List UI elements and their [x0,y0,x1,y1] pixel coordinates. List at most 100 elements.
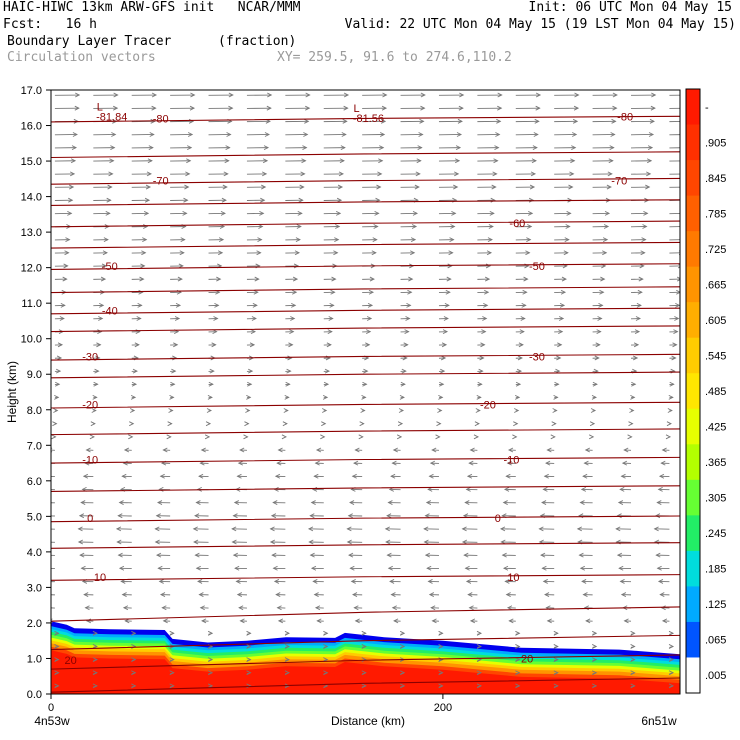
vector-head [361,683,367,689]
vector-head [139,276,145,282]
vector-head [420,92,426,98]
vector-head [272,565,278,571]
vector-head [214,302,220,308]
vector-head [277,447,283,453]
vector-head [439,381,445,387]
vector-head [323,670,329,676]
vector-head [646,171,652,177]
vector-head [612,105,618,111]
vector-head [361,657,367,663]
vector-head [197,579,203,584]
colorbar-swatch [686,160,700,197]
y-tick-label: 12.0 [21,263,42,275]
vector-head [528,210,534,216]
axes: 0.0 1.0 2.0 3.0 4.0 5.0 6.0 7.0 8.0 9.0 10.0 11.0 12… [21,85,681,714]
vector-head [494,145,500,151]
contour-line [51,115,680,123]
vector-head [238,605,244,611]
vector-head [347,513,353,519]
vector-head [581,579,587,584]
vector-head [253,289,259,295]
colorbar: - .905 .845 .785 .725 .665 .605 .545 .485 .425 .36… [685,88,726,694]
vector-head [285,381,291,387]
vector-head [247,368,254,374]
vector-head [254,276,260,282]
vector-head [161,605,167,611]
vector-head [530,171,537,177]
field-name: Boundary Layer Tracer [7,34,172,49]
vector-head [414,184,420,190]
colorbar-label: .545 [705,350,726,362]
vector-head [322,394,329,400]
vector-head [443,316,449,321]
vector-head [550,434,556,440]
vector-head [92,670,98,676]
vector-head [130,394,137,400]
vector-head [346,539,352,545]
colorbar-label: .125 [705,599,726,611]
vector-head [526,237,532,243]
vector-head [310,565,317,571]
contour-label: -70 [153,176,169,188]
vector-head [440,355,447,361]
low-marker-value: -81.84 [96,111,127,123]
vector-head [134,342,140,348]
vector-head [353,605,359,611]
vector-head [313,473,319,479]
vector-head [194,513,200,519]
vector-head [266,105,272,111]
vector-head [488,224,494,229]
x-end-label-right: 6n51w [641,714,677,728]
vector-head [226,132,232,137]
vector-head [668,657,675,663]
vector-head [582,592,588,597]
vector-head [195,500,201,505]
vector-head [623,447,629,453]
vector-head [546,618,552,624]
vector-head [576,526,583,532]
vector-head [121,592,127,597]
vector-head [616,513,622,519]
vector-head [207,657,214,663]
vector-head [293,263,300,269]
colorbar-swatch [686,337,700,374]
vector-head [673,329,679,335]
vector-head [173,342,179,348]
vector-head [276,460,282,466]
vector-head [56,355,63,361]
vector-head [406,302,412,308]
vector-head [122,605,129,611]
vector-head [487,237,493,243]
vector-head [502,565,509,571]
vector-head [113,105,119,111]
vector-head [382,92,388,98]
y-tick-label: 10.0 [21,334,42,346]
vector-head [515,630,521,636]
vector-head [62,276,68,282]
vector-head [107,184,113,190]
vector-head [481,329,487,335]
vector-head [267,92,273,98]
vector-head [348,552,354,558]
vector-head [201,618,207,624]
vector-head [303,132,309,137]
vector-head [568,184,574,190]
vector-head [282,421,288,427]
vector-head [102,250,108,256]
colorbar-swatch [686,621,700,658]
vector-head [298,197,304,203]
vector-head [633,342,640,348]
vector-head [655,552,661,558]
vector-head [136,316,142,321]
vector-head [606,184,612,190]
vector-head [92,630,98,636]
vector-head [392,447,398,453]
vector-head [182,210,188,216]
vector-head [427,487,433,492]
vector-head [668,644,675,649]
header-valid: Valid: 22 UTC Mon 04 May 15 (19 LST Mon … [344,17,736,32]
contour-label: 20 [521,653,533,665]
vector-head [94,368,100,374]
vector-head [270,513,277,519]
vector-head [656,565,662,571]
